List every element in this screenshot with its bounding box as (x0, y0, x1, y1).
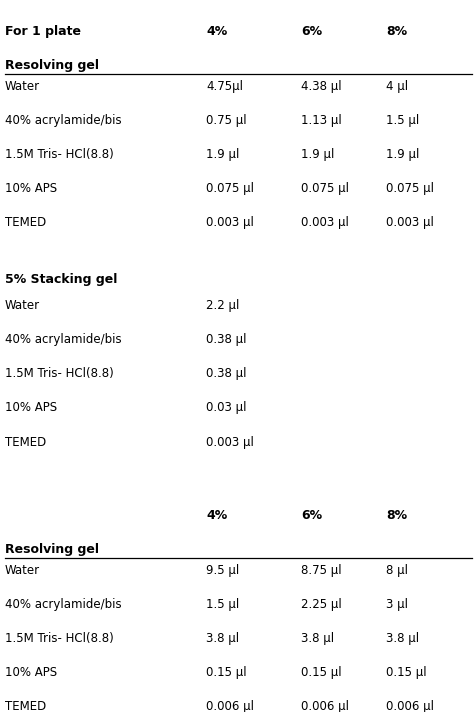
Text: Water: Water (5, 564, 40, 577)
Text: 0.38 µl: 0.38 µl (206, 367, 246, 380)
Text: Water: Water (5, 299, 40, 312)
Text: 3.8 µl: 3.8 µl (301, 632, 334, 645)
Text: Resolving gel: Resolving gel (5, 59, 99, 72)
Text: 3 µl: 3 µl (386, 598, 408, 611)
Text: 0.006 µl: 0.006 µl (206, 701, 254, 712)
Text: For 1 plate: For 1 plate (5, 25, 81, 38)
Text: 0.003 µl: 0.003 µl (206, 216, 254, 229)
Text: 0.075 µl: 0.075 µl (206, 182, 254, 195)
Text: 6%: 6% (301, 25, 322, 38)
Text: 1.9 µl: 1.9 µl (386, 148, 419, 161)
Text: TEMED: TEMED (5, 701, 46, 712)
Text: 0.075 µl: 0.075 µl (386, 182, 434, 195)
Text: 8 µl: 8 µl (386, 564, 408, 577)
Text: 2.2 µl: 2.2 µl (206, 299, 239, 312)
Text: 0.003 µl: 0.003 µl (386, 216, 434, 229)
Text: 3.8 µl: 3.8 µl (206, 632, 239, 645)
Text: 4%: 4% (206, 25, 228, 38)
Text: 0.15 µl: 0.15 µl (301, 666, 342, 679)
Text: 0.15 µl: 0.15 µl (206, 666, 247, 679)
Text: 4.75µl: 4.75µl (206, 80, 243, 93)
Text: 8%: 8% (386, 509, 408, 522)
Text: 0.75 µl: 0.75 µl (206, 114, 247, 127)
Text: TEMED: TEMED (5, 216, 46, 229)
Text: 0.006 µl: 0.006 µl (301, 701, 349, 712)
Text: Water: Water (5, 80, 40, 93)
Text: 1.5 µl: 1.5 µl (386, 114, 419, 127)
Text: 4.38 µl: 4.38 µl (301, 80, 342, 93)
Text: 1.5 µl: 1.5 µl (206, 598, 239, 611)
Text: 1.9 µl: 1.9 µl (301, 148, 334, 161)
Text: 40% acrylamide/bis: 40% acrylamide/bis (5, 598, 121, 611)
Text: 1.13 µl: 1.13 µl (301, 114, 342, 127)
Text: 0.006 µl: 0.006 µl (386, 701, 434, 712)
Text: 8%: 8% (386, 25, 408, 38)
Text: 1.5M Tris- HCl(8.8): 1.5M Tris- HCl(8.8) (5, 148, 113, 161)
Text: 0.15 µl: 0.15 µl (386, 666, 427, 679)
Text: 8.75 µl: 8.75 µl (301, 564, 342, 577)
Text: 5% Stacking gel: 5% Stacking gel (5, 273, 117, 286)
Text: 10% APS: 10% APS (5, 666, 57, 679)
Text: 0.075 µl: 0.075 µl (301, 182, 349, 195)
Text: 40% acrylamide/bis: 40% acrylamide/bis (5, 333, 121, 346)
Text: 0.003 µl: 0.003 µl (206, 436, 254, 449)
Text: TEMED: TEMED (5, 436, 46, 449)
Text: 0.003 µl: 0.003 µl (301, 216, 349, 229)
Text: 0.38 µl: 0.38 µl (206, 333, 246, 346)
Text: 2.25 µl: 2.25 µl (301, 598, 342, 611)
Text: 4%: 4% (206, 509, 228, 522)
Text: 10% APS: 10% APS (5, 182, 57, 195)
Text: 0.03 µl: 0.03 µl (206, 402, 246, 414)
Text: 1.9 µl: 1.9 µl (206, 148, 239, 161)
Text: 3.8 µl: 3.8 µl (386, 632, 419, 645)
Text: 4 µl: 4 µl (386, 80, 409, 93)
Text: 6%: 6% (301, 509, 322, 522)
Text: Resolving gel: Resolving gel (5, 543, 99, 556)
Text: 9.5 µl: 9.5 µl (206, 564, 239, 577)
Text: 1.5M Tris- HCl(8.8): 1.5M Tris- HCl(8.8) (5, 632, 113, 645)
Text: 40% acrylamide/bis: 40% acrylamide/bis (5, 114, 121, 127)
Text: 10% APS: 10% APS (5, 402, 57, 414)
Text: 1.5M Tris- HCl(8.8): 1.5M Tris- HCl(8.8) (5, 367, 113, 380)
